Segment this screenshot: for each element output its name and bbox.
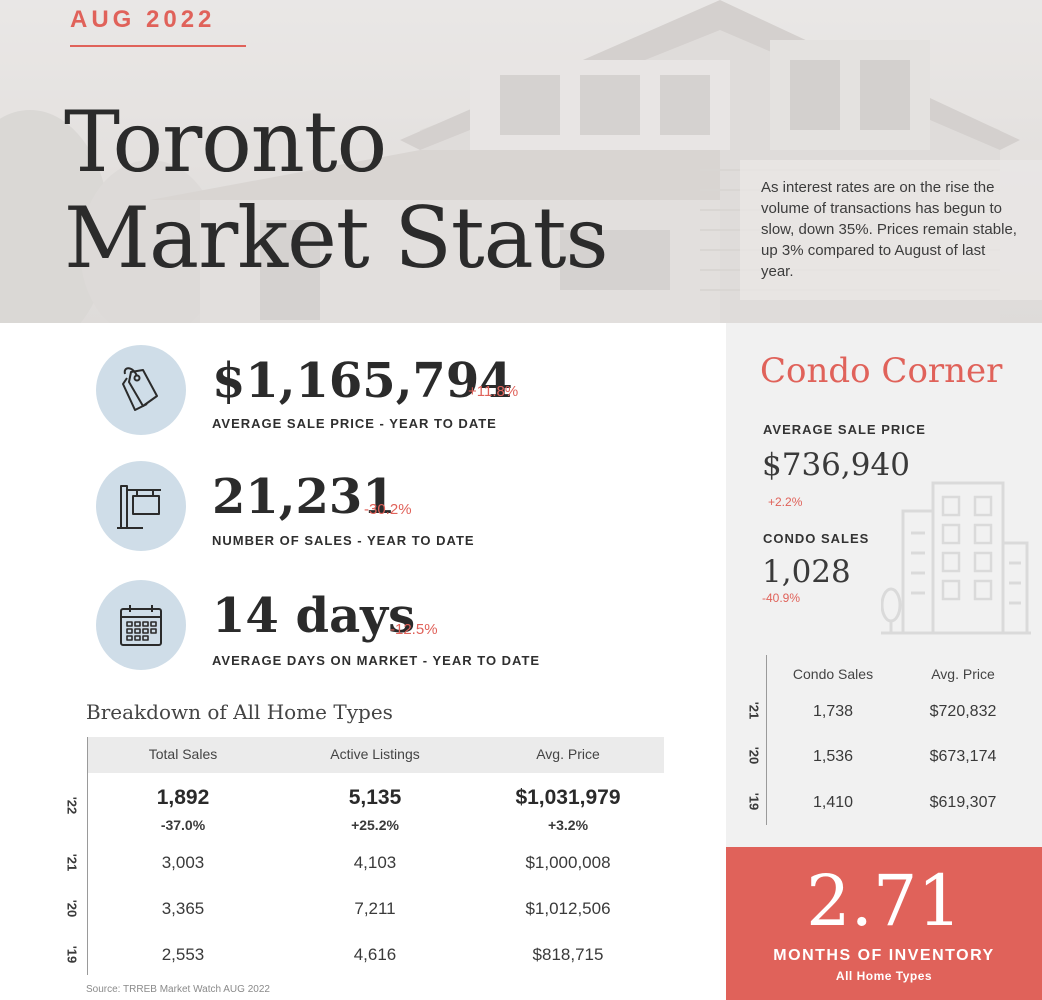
stat-change: -30.2% <box>364 501 412 518</box>
stat-change: +11.8% <box>468 383 519 400</box>
condo-corner-title: Condo Corner <box>760 351 1003 391</box>
table-cell: 1,892 <box>156 786 210 809</box>
table-cell: 3,003 <box>161 853 205 872</box>
condo-sales-label: CONDO SALES <box>763 531 870 546</box>
table-cell: $1,031,979 <box>515 786 621 809</box>
page-title-line2: Market Stats <box>64 189 609 287</box>
breakdown-divider <box>87 737 88 975</box>
date-tag: AUG 2022 <box>70 6 216 33</box>
row-year: '19 <box>64 945 80 964</box>
row-year: '22 <box>64 796 80 815</box>
table-cell: $818,715 <box>532 945 604 964</box>
breakdown-table-header <box>88 737 664 773</box>
for-sale-sign-icon <box>96 461 186 551</box>
column-header-total-sales: Total Sales <box>148 746 218 762</box>
table-cell-change: +3.2% <box>547 817 589 833</box>
stat-label: AVERAGE DAYS ON MARKET - YEAR TO DATE <box>212 653 541 668</box>
table-cell: $673,174 <box>929 748 997 765</box>
row-year: '21 <box>746 701 762 720</box>
months-of-inventory-value: 2.71 <box>806 860 962 942</box>
condo-avg-price-change: +2.2% <box>768 495 803 509</box>
condo-avg-price-value: $736,940 <box>762 447 910 483</box>
table-cell: $1,000,008 <box>525 853 611 872</box>
row-year: '20 <box>746 746 762 765</box>
table-cell: 5,135 <box>348 786 402 809</box>
stat-number-of-sales: 21,231 -30.2% NUMBER OF SALES - YEAR TO … <box>96 461 656 561</box>
table-cell: 4,103 <box>353 853 397 872</box>
column-header-condo-avg-price: Avg. Price <box>931 666 995 682</box>
row-year: '20 <box>64 899 80 918</box>
condo-avg-price-label: AVERAGE SALE PRICE <box>763 422 926 437</box>
stat-average-days-on-market: 14 days -12.5% AVERAGE DAYS ON MARKET - … <box>96 580 656 680</box>
condo-building-icon <box>881 481 1031 635</box>
table-cell-change: +25.2% <box>351 817 399 833</box>
date-tag-underline <box>70 45 246 47</box>
table-cell: $720,832 <box>929 703 997 720</box>
months-of-inventory-label: MONTHS OF INVENTORY <box>773 947 995 964</box>
months-of-inventory-panel: 2.71 MONTHS OF INVENTORY All Home Types <box>726 847 1042 1000</box>
source-note: Source: TRREB Market Watch AUG 2022 <box>86 984 270 995</box>
column-header-avg-price: Avg. Price <box>536 746 600 762</box>
stat-value: 14 days <box>212 588 416 644</box>
stat-label: NUMBER OF SALES - YEAR TO DATE <box>212 533 475 548</box>
page-title: Toronto Market Stats <box>64 94 704 286</box>
stat-value: 21,231 <box>212 469 396 525</box>
intro-paragraph: As interest rates are on the rise the vo… <box>761 179 1017 280</box>
page-title-line1: Toronto <box>64 93 387 191</box>
table-cell: 1,738 <box>812 703 854 720</box>
condo-sales-value: 1,028 <box>762 554 851 590</box>
condo-corner-panel: Condo Corner AVERAGE SALE PRICE $736,940… <box>726 323 1042 847</box>
house-photo-background <box>0 0 1042 323</box>
table-cell: 3,365 <box>161 899 205 918</box>
table-cell-change: -37.0% <box>160 817 206 833</box>
table-cell: 2,553 <box>161 945 205 964</box>
months-of-inventory-sublabel: All Home Types <box>835 969 933 983</box>
stat-average-sale-price: $1,165,794 +11.8% AVERAGE SALE PRICE - Y… <box>96 345 656 445</box>
table-cell: 1,536 <box>812 748 854 765</box>
stat-change: -12.5% <box>390 621 438 638</box>
breakdown-title: Breakdown of All Home Types <box>86 700 393 724</box>
condo-table-divider <box>766 655 767 825</box>
stat-label: AVERAGE SALE PRICE - YEAR TO DATE <box>212 416 497 431</box>
table-cell: 4,616 <box>353 945 397 964</box>
table-cell: 1,410 <box>812 794 854 811</box>
condo-sales-change: -40.9% <box>762 591 801 605</box>
row-year: '19 <box>746 792 762 811</box>
row-year: '21 <box>64 853 80 872</box>
column-header-active-listings: Active Listings <box>330 746 420 762</box>
stat-value: $1,165,794 <box>212 353 513 409</box>
table-cell: $619,307 <box>929 794 997 811</box>
table-cell: 7,211 <box>354 899 396 918</box>
column-header-condo-sales: Condo Sales <box>792 666 874 682</box>
calendar-icon <box>96 580 186 670</box>
price-tag-icon <box>96 345 186 435</box>
hero-banner: AUG 2022 Toronto Market Stats As interes… <box>0 0 1042 323</box>
table-cell: $1,012,506 <box>525 899 611 918</box>
